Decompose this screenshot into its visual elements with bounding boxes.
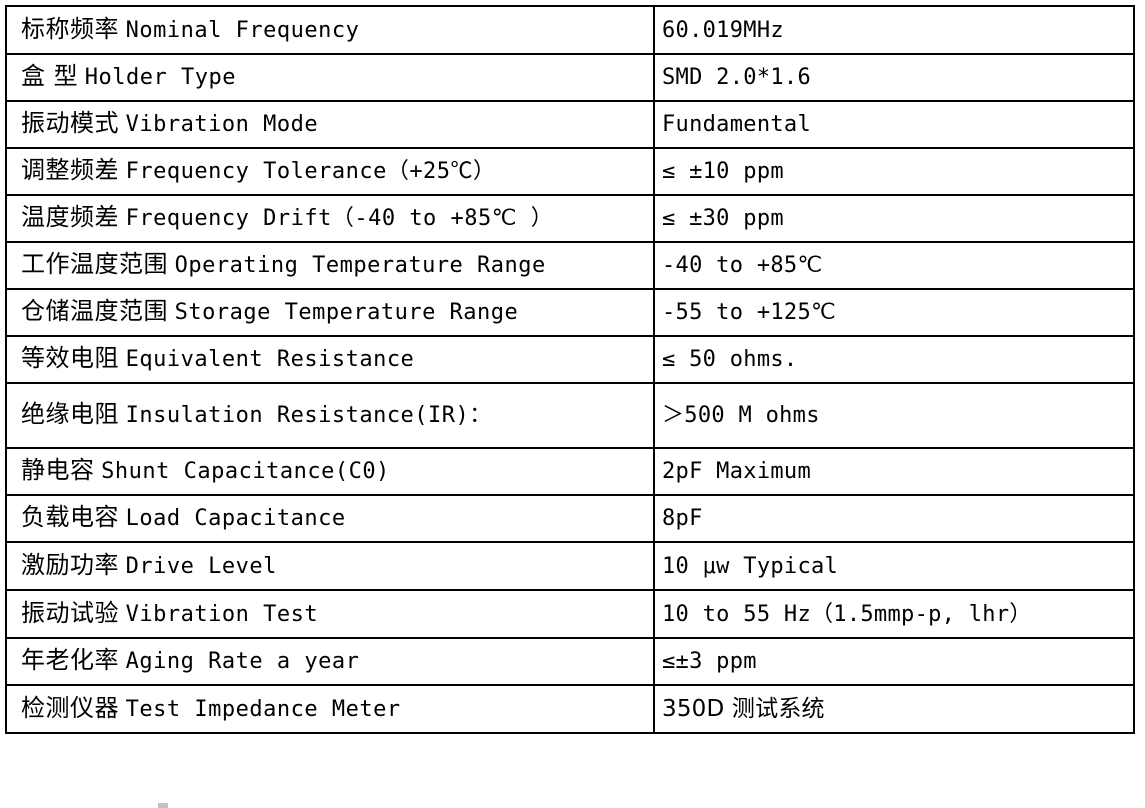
parameter-label-cjk: 振动模式 bbox=[21, 109, 119, 138]
parameter-label-cjk: 盒 型 bbox=[21, 62, 79, 91]
specification-table-body: 标称频率 Nominal Frequency 60.019MHz 盒 型 Hol… bbox=[5, 5, 1135, 734]
value-cell: ≤±3 ppm bbox=[653, 637, 1135, 686]
value-cell: ＞500 M ohms bbox=[653, 382, 1135, 449]
parameter-label-latin: Test Impedance Meter bbox=[125, 696, 401, 722]
parameter-cell: 等效电阻 Equivalent Resistance bbox=[5, 335, 655, 384]
value-text: 350D 测试系统 bbox=[662, 695, 825, 722]
value-cell: SMD 2.0*1.6 bbox=[653, 53, 1135, 102]
value-text: ≤ ±10 ppm bbox=[662, 159, 784, 185]
parameter-label-latin: Insulation Resistance(IR)： bbox=[125, 403, 492, 429]
parameter-label-cjk: 激励功率 bbox=[21, 550, 119, 579]
value-text: ≤ ±30 ppm bbox=[662, 206, 784, 232]
table-row: 年老化率 Aging Rate a year ≤±3 ppm bbox=[5, 637, 1135, 686]
parameter-label-cjk: 振动试验 bbox=[21, 598, 119, 627]
parameter-cell: 工作温度范围 Operating Temperature Range bbox=[5, 241, 655, 290]
value-cell: 2pF Maximum bbox=[653, 447, 1135, 496]
value-cell: 10 to 55 Hz（1.5mmp-p, lhr） bbox=[653, 589, 1135, 639]
table-row: 检测仪器 Test Impedance Meter 350D 测试系统 bbox=[5, 684, 1135, 734]
parameter-cell: 标称频率 Nominal Frequency bbox=[5, 5, 655, 55]
table-row: 调整频差 Frequency Tolerance（+25℃） ≤ ±10 ppm bbox=[5, 147, 1135, 196]
cut-off-glyph-artifact bbox=[158, 803, 168, 808]
value-text: 10 to 55 Hz（1.5mmp-p, lhr） bbox=[662, 601, 1032, 627]
parameter-cell: 调整频差 Frequency Tolerance（+25℃） bbox=[5, 147, 655, 196]
parameter-label-latin: Aging Rate a year bbox=[125, 649, 360, 675]
parameter-label-latin: Shunt Capacitance(C0) bbox=[101, 459, 390, 485]
value-cell: Fundamental bbox=[653, 100, 1135, 149]
value-text: -40 to +85℃ bbox=[662, 253, 823, 279]
table-row: 标称频率 Nominal Frequency 60.019MHz bbox=[5, 5, 1135, 55]
value-text: ≤ 50 ohms. bbox=[662, 347, 798, 373]
table-row: 激励功率 Drive Level 10 μw Typical bbox=[5, 541, 1135, 591]
value-text: 2pF Maximum bbox=[662, 459, 811, 485]
parameter-label-latin: Drive Level bbox=[125, 553, 277, 579]
parameter-label-latin: Load Capacitance bbox=[125, 506, 346, 532]
parameter-label-cjk: 仓储温度范围 bbox=[21, 297, 168, 326]
value-cell: -55 to +125℃ bbox=[653, 288, 1135, 337]
parameter-cell: 振动试验 Vibration Test bbox=[5, 589, 655, 639]
parameter-cell: 激励功率 Drive Level bbox=[5, 541, 655, 591]
parameter-label-cjk: 绝缘电阻 bbox=[21, 400, 119, 429]
value-cell: 350D 测试系统 bbox=[653, 684, 1135, 734]
value-text: ≤±3 ppm bbox=[662, 649, 757, 675]
table-row: 振动模式 Vibration Mode Fundamental bbox=[5, 100, 1135, 149]
value-text: 60.019MHz bbox=[662, 17, 784, 43]
value-cell: ≤ ±10 ppm bbox=[653, 147, 1135, 196]
parameter-label-cjk: 静电容 bbox=[21, 456, 95, 485]
table-row: 工作温度范围 Operating Temperature Range -40 t… bbox=[5, 241, 1135, 290]
specification-table: 标称频率 Nominal Frequency 60.019MHz 盒 型 Hol… bbox=[5, 5, 1135, 734]
parameter-cell: 年老化率 Aging Rate a year bbox=[5, 637, 655, 686]
table-row: 等效电阻 Equivalent Resistance ≤ 50 ohms. bbox=[5, 335, 1135, 384]
parameter-label-latin: Storage Temperature Range bbox=[174, 300, 519, 326]
value-cell: -40 to +85℃ bbox=[653, 241, 1135, 290]
parameter-cell: 温度频差 Frequency Drift（-40 to +85℃ ） bbox=[5, 194, 655, 243]
parameter-label-cjk: 负载电容 bbox=[21, 503, 119, 532]
value-text: ＞500 M ohms bbox=[662, 403, 820, 429]
table-row: 静电容 Shunt Capacitance(C0) 2pF Maximum bbox=[5, 447, 1135, 496]
table-row: 绝缘电阻 Insulation Resistance(IR)： ＞500 M o… bbox=[5, 382, 1135, 449]
parameter-cell: 振动模式 Vibration Mode bbox=[5, 100, 655, 149]
value-cell: 10 μw Typical bbox=[653, 541, 1135, 591]
parameter-cell: 绝缘电阻 Insulation Resistance(IR)： bbox=[5, 382, 655, 449]
parameter-cell: 静电容 Shunt Capacitance(C0) bbox=[5, 447, 655, 496]
value-cell: 60.019MHz bbox=[653, 5, 1135, 55]
parameter-label-cjk: 等效电阻 bbox=[21, 344, 119, 373]
parameter-label-cjk: 温度频差 bbox=[21, 203, 119, 232]
parameter-label-latin: Vibration Mode bbox=[125, 112, 319, 138]
parameter-cell: 负载电容 Load Capacitance bbox=[5, 494, 655, 543]
value-cell: ≤ ±30 ppm bbox=[653, 194, 1135, 243]
parameter-label-latin: Nominal Frequency bbox=[125, 17, 360, 43]
parameter-label-cjk: 标称频率 bbox=[21, 14, 119, 43]
value-text: SMD 2.0*1.6 bbox=[662, 65, 811, 91]
table-row: 仓储温度范围 Storage Temperature Range -55 to … bbox=[5, 288, 1135, 337]
parameter-label-cjk: 年老化率 bbox=[21, 646, 119, 675]
parameter-label-cjk: 工作温度范围 bbox=[21, 250, 168, 279]
value-text: 8pF bbox=[662, 506, 703, 532]
parameter-label-latin: Equivalent Resistance bbox=[125, 347, 415, 373]
table-row: 负载电容 Load Capacitance 8pF bbox=[5, 494, 1135, 543]
table-row: 盒 型 Holder Type SMD 2.0*1.6 bbox=[5, 53, 1135, 102]
parameter-label-latin: Operating Temperature Range bbox=[174, 253, 546, 279]
table-row: 振动试验 Vibration Test 10 to 55 Hz（1.5mmp-p… bbox=[5, 589, 1135, 639]
value-cell: 8pF bbox=[653, 494, 1135, 543]
parameter-label-latin: Holder Type bbox=[84, 65, 236, 91]
parameter-label-latin: Vibration Test bbox=[125, 601, 319, 627]
parameter-cell: 盒 型 Holder Type bbox=[5, 53, 655, 102]
value-cell: ≤ 50 ohms. bbox=[653, 335, 1135, 384]
parameter-label-latin: Frequency Tolerance（+25℃） bbox=[125, 159, 496, 185]
parameter-cell: 检测仪器 Test Impedance Meter bbox=[5, 684, 655, 734]
parameter-label-latin: Frequency Drift（-40 to +85℃ ） bbox=[125, 206, 554, 232]
table-row: 温度频差 Frequency Drift（-40 to +85℃ ） ≤ ±30… bbox=[5, 194, 1135, 243]
value-text: 10 μw Typical bbox=[662, 553, 839, 579]
value-text: -55 to +125℃ bbox=[662, 300, 837, 326]
value-text: Fundamental bbox=[662, 112, 811, 138]
parameter-label-cjk: 检测仪器 bbox=[21, 693, 119, 722]
parameter-cell: 仓储温度范围 Storage Temperature Range bbox=[5, 288, 655, 337]
parameter-label-cjk: 调整频差 bbox=[21, 156, 119, 185]
